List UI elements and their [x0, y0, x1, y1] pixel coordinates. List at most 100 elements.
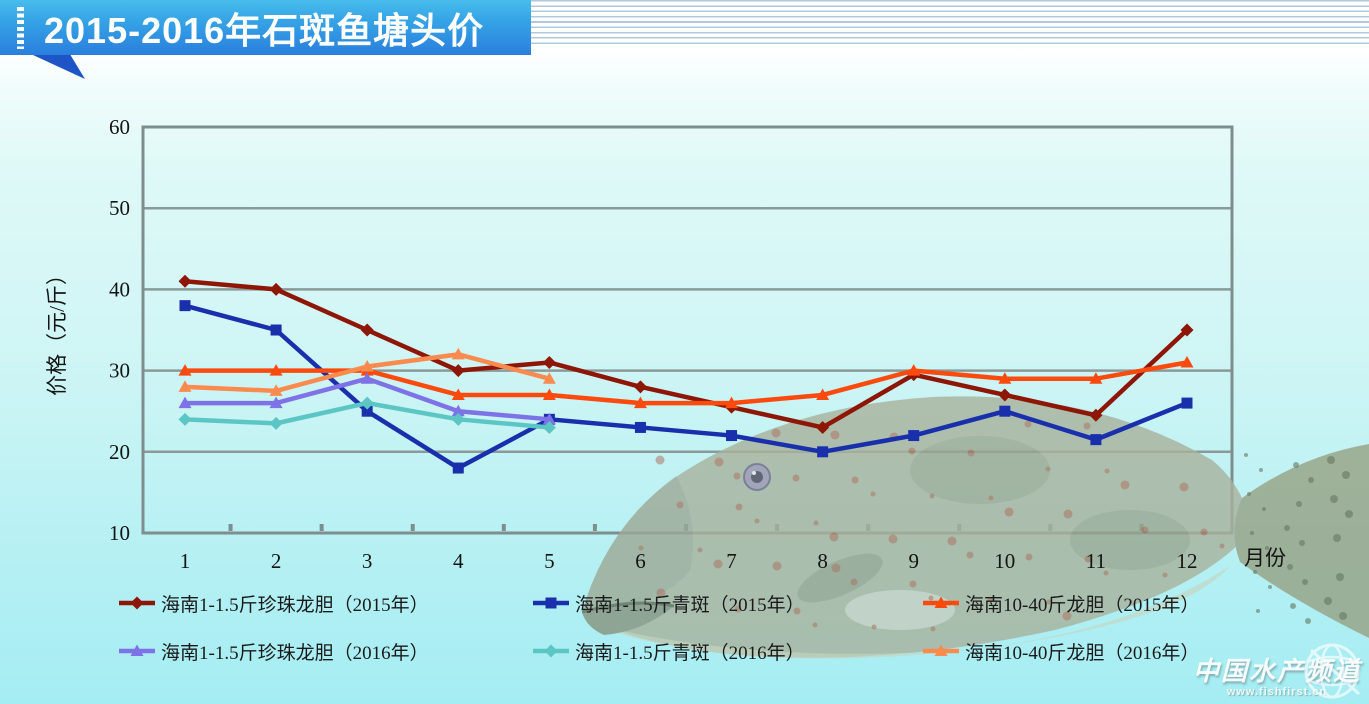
data-point-marker — [816, 420, 830, 434]
series-line-0 — [182, 279, 1190, 430]
legend-label: 海南1-1.5斤青斑（2015年） — [575, 594, 805, 616]
data-point-marker — [816, 388, 830, 400]
data-point-marker — [360, 360, 374, 372]
legend-marker-square — [533, 597, 569, 609]
data-point-marker — [999, 405, 1011, 417]
axis-label: 4 — [453, 549, 464, 573]
data-point-marker — [451, 364, 465, 378]
data-point-marker — [179, 300, 191, 312]
axis-label: 7 — [726, 549, 737, 573]
data-point-marker — [361, 405, 373, 417]
data-point-marker — [1181, 397, 1193, 409]
chart-legend: 海南1-1.5斤珍珠龙胆（2015年） 海南1-1.5斤青斑（2015年） 海南10… — [118, 588, 1222, 666]
axis-label: 1 — [180, 549, 191, 573]
axis-label: 2 — [271, 549, 282, 573]
axis-label: 40 — [109, 277, 130, 301]
axis-label: 30 — [109, 359, 130, 383]
legend-marker-diamond — [119, 596, 155, 610]
data-point-marker — [542, 412, 556, 425]
axis-label: 60 — [109, 115, 130, 139]
axis-label: 11 — [1086, 549, 1106, 573]
banner-dashed-line — [17, 7, 24, 49]
watermark-name: 中国水产频道 — [1192, 656, 1361, 686]
fish-spots — [638, 420, 1353, 632]
data-point-marker — [998, 388, 1012, 402]
data-point-marker — [726, 430, 738, 442]
data-point-marker — [269, 396, 283, 409]
data-point-marker — [817, 446, 829, 458]
data-point-marker — [634, 421, 646, 433]
watermark-url: www.fishfirst.cn — [1226, 686, 1328, 698]
data-point-marker — [907, 364, 921, 376]
axis-label: 10 — [109, 521, 130, 545]
data-point-marker — [1089, 372, 1103, 384]
legend-label: 海南1-1.5斤青斑（2016年） — [575, 642, 805, 664]
data-point-marker — [451, 388, 465, 400]
legend-label: 海南10-40斤龙胆（2016年） — [965, 642, 1200, 664]
y-axis-title: 价格（元/斤） — [45, 264, 69, 396]
data-point-marker — [269, 282, 283, 296]
data-point-marker — [178, 274, 192, 288]
legend-marker-triangle — [119, 644, 155, 656]
data-point-marker — [908, 430, 920, 442]
series-line-1 — [182, 303, 1190, 471]
page-title: 2015-2016年石斑鱼塘头价 — [44, 9, 485, 51]
data-point-marker — [451, 347, 465, 360]
data-point-marker — [542, 420, 556, 434]
watermark: 中国水产频道 www.fishfirst.cn — [1192, 643, 1361, 699]
data-point-marker — [934, 596, 948, 608]
legend-label: 海南1-1.5斤珍珠龙胆（2016年） — [161, 642, 429, 664]
data-point-marker — [360, 323, 374, 337]
data-point-marker — [130, 596, 144, 610]
data-point-marker — [360, 396, 374, 410]
data-point-marker — [1180, 323, 1194, 337]
title-banner: 2015-2016年石斑鱼塘头价 — [0, 0, 531, 55]
axis-label: 8 — [817, 549, 828, 573]
data-point-marker — [725, 396, 739, 409]
legend-item-2: 海南10-40斤龙胆（2015年） — [922, 588, 1222, 618]
legend-marker-diamond — [533, 644, 569, 658]
data-point-marker — [998, 372, 1012, 384]
legend-item-4: 海南1-1.5斤青斑（2016年） — [532, 636, 922, 666]
data-point-marker — [545, 597, 557, 609]
axis-label: 12 — [1176, 549, 1197, 573]
legend-label: 海南10-40斤龙胆（2015年） — [965, 594, 1200, 616]
data-point-marker — [178, 364, 192, 376]
data-point-marker — [269, 384, 283, 396]
legend-item-5: 海南10-40斤龙胆（2016年） — [922, 636, 1222, 666]
legend-item-0: 海南1-1.5斤珍珠龙胆（2015年） — [118, 588, 532, 618]
data-point-marker — [544, 644, 558, 658]
data-point-marker — [178, 380, 192, 392]
globe-icon — [1304, 643, 1361, 699]
axis-label: 9 — [908, 549, 919, 573]
axis-label: 10 — [994, 549, 1015, 573]
axis-label: 5 — [544, 549, 555, 573]
x-axis-title: 月份 — [1244, 546, 1286, 570]
data-point-marker — [934, 644, 948, 656]
data-point-marker — [178, 396, 192, 409]
axis-label: 20 — [109, 440, 130, 464]
data-point-marker — [451, 404, 465, 417]
data-point-marker — [270, 324, 282, 336]
axis-label: 50 — [109, 196, 130, 220]
data-point-marker — [269, 416, 283, 430]
data-point-marker — [130, 644, 144, 656]
data-point-marker — [633, 396, 647, 409]
data-point-marker — [1090, 434, 1102, 446]
data-point-marker — [178, 412, 192, 426]
legend-marker-triangle — [923, 596, 959, 608]
data-point-marker — [1180, 355, 1194, 368]
data-point-marker — [451, 412, 465, 426]
axis-label: 6 — [635, 549, 646, 573]
data-point-marker — [542, 355, 556, 369]
axis-label: 3 — [362, 549, 373, 573]
data-point-marker — [269, 364, 283, 376]
data-point-marker — [360, 372, 374, 384]
legend-label: 海南1-1.5斤珍珠龙胆（2015年） — [161, 594, 429, 616]
legend-item-1: 海南1-1.5斤青斑（2015年） — [532, 588, 922, 618]
legend-item-3: 海南1-1.5斤珍珠龙胆（2016年） — [118, 636, 532, 666]
data-point-marker — [1089, 408, 1103, 422]
